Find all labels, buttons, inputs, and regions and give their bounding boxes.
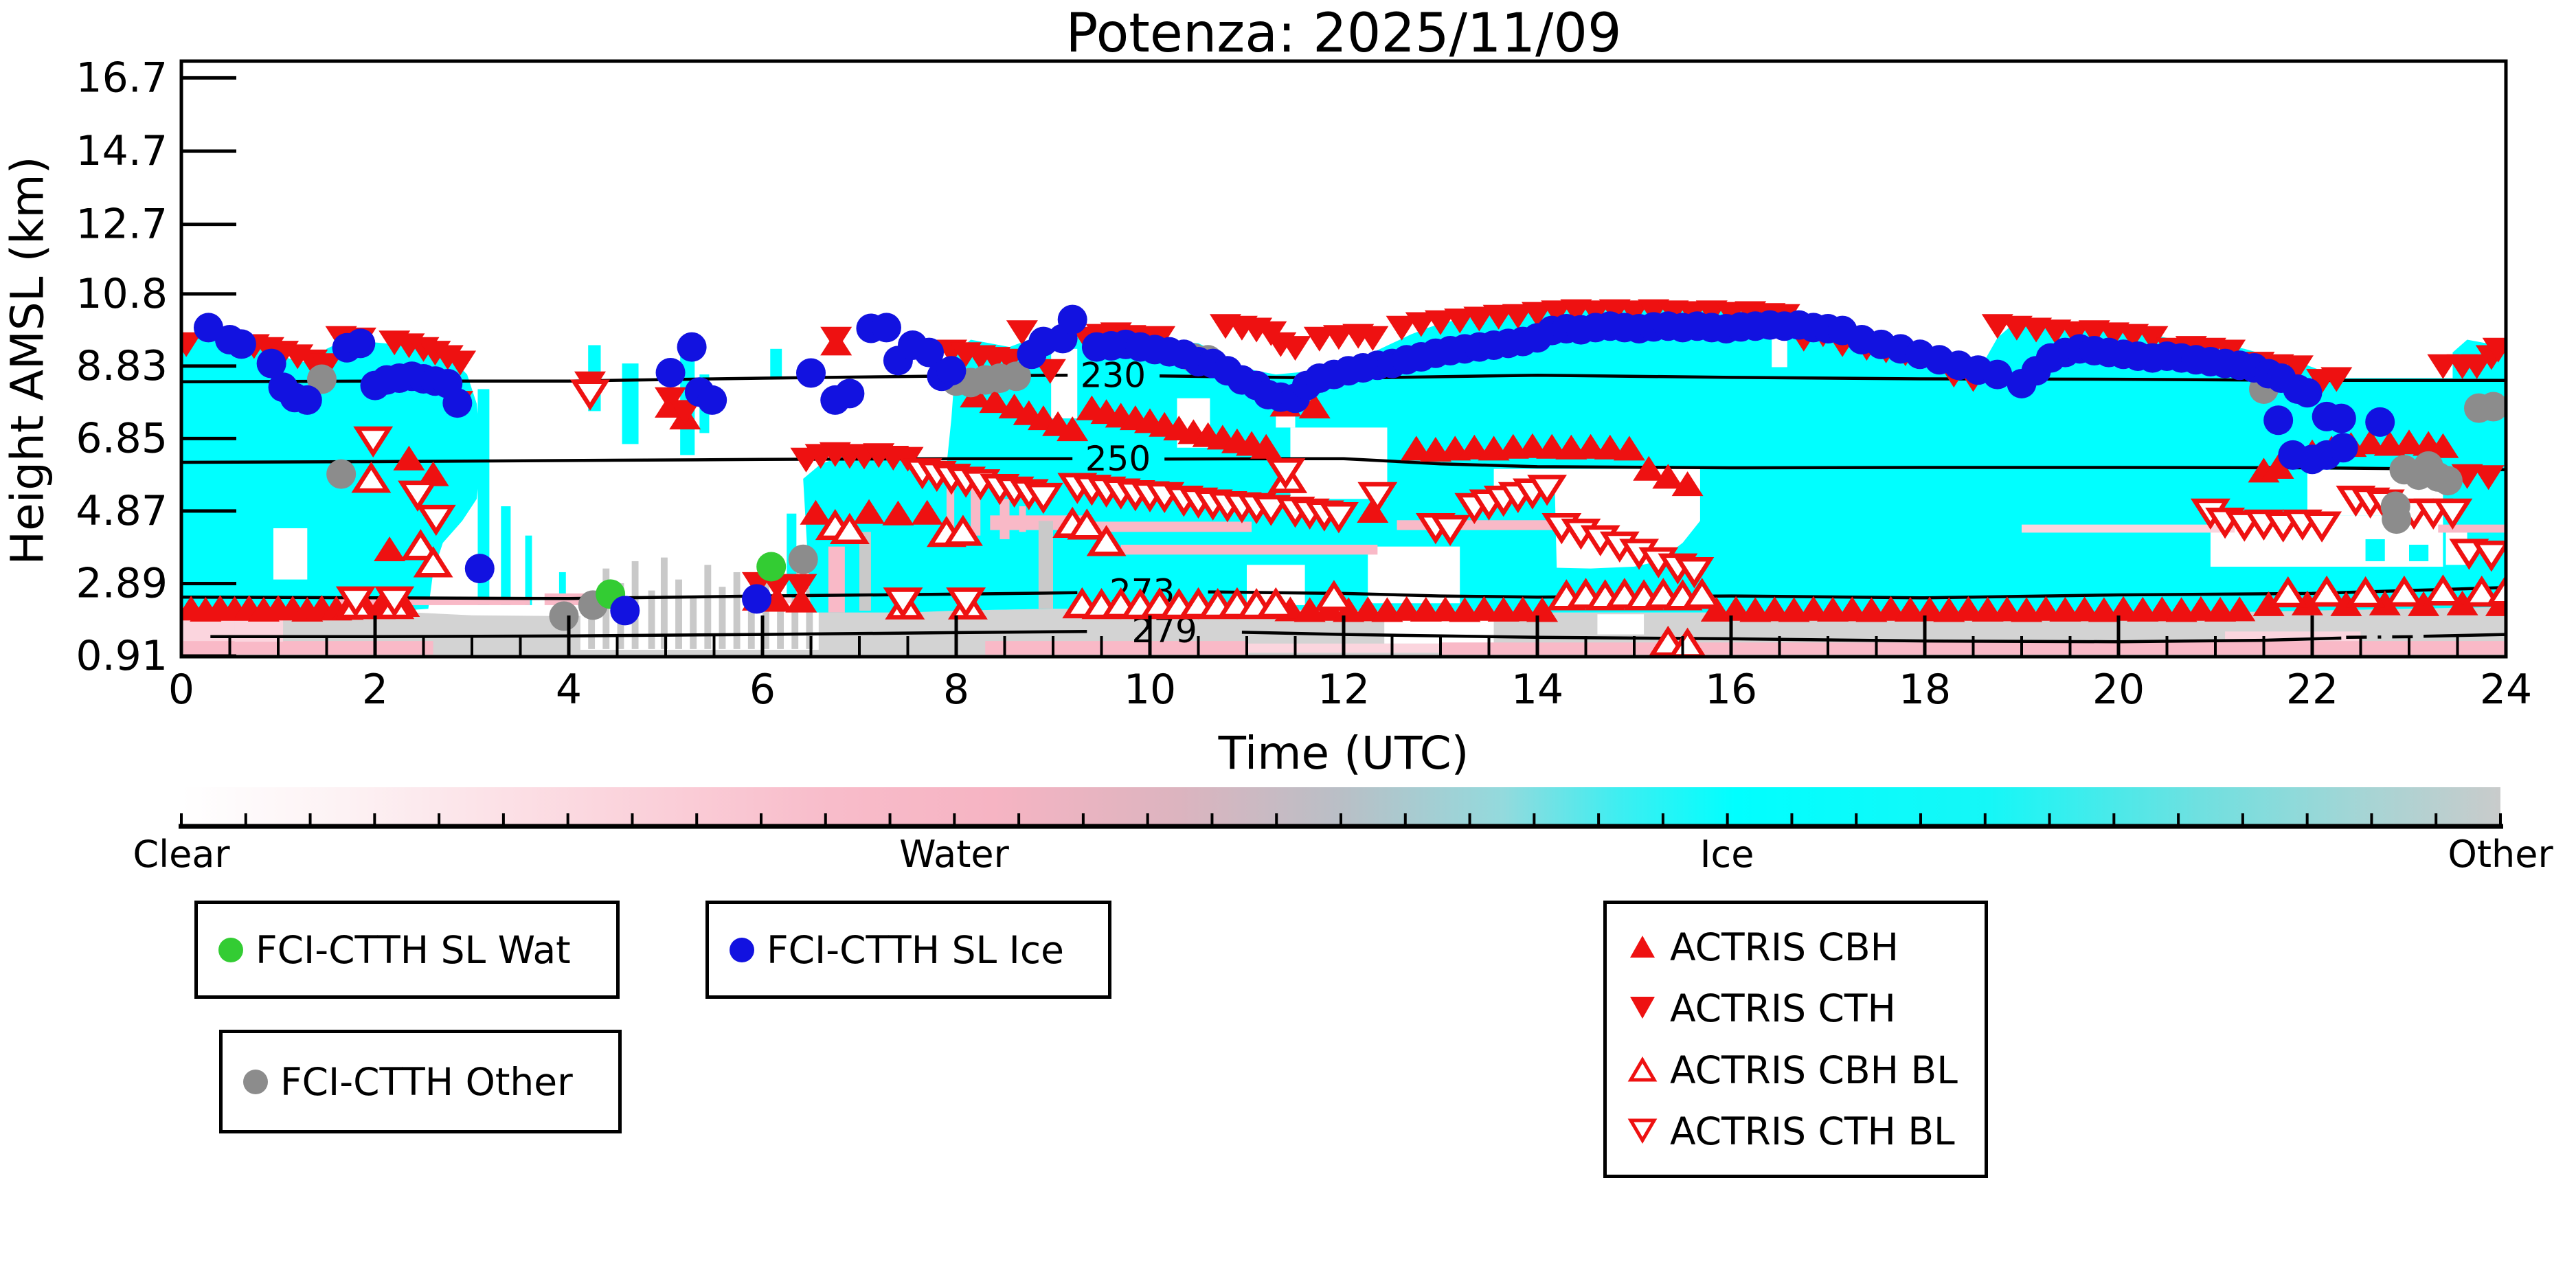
colorbar-label-other: Other — [2448, 833, 2553, 876]
svg-text:4.87: 4.87 — [76, 487, 168, 535]
legend-label-fci-other: FCI-CTTH Other — [280, 1059, 573, 1104]
open-up-triangle-icon — [1627, 1048, 1658, 1092]
svg-text:2.89: 2.89 — [76, 559, 168, 607]
colorbar-label-clear: Clear — [133, 833, 230, 876]
svg-text:6.85: 6.85 — [76, 414, 168, 462]
legend-label-actris-cth: ACTRIS CTH — [1670, 986, 1896, 1031]
svg-text:10: 10 — [1124, 666, 1176, 714]
svg-text:18: 18 — [1899, 666, 1951, 714]
svg-text:6: 6 — [749, 666, 776, 714]
svg-text:230: 230 — [1081, 356, 1146, 396]
svg-text:2: 2 — [362, 666, 388, 714]
svg-text:10.8: 10.8 — [76, 270, 168, 318]
legend-box-fci-wat: FCI-CTTH SL Wat — [194, 901, 620, 999]
chart-title: Potenza: 2025/11/09 — [1065, 3, 1622, 65]
legend-label-fci-sl-wat: FCI-CTTH SL Wat — [256, 927, 571, 972]
y-axis-label: Height AMSL (km) — [1, 156, 54, 565]
legend-box-fci-ice: FCI-CTTH SL Ice — [705, 901, 1111, 999]
legend-item-fci-sl-ice: FCI-CTTH SL Ice — [709, 928, 1108, 972]
svg-text:22: 22 — [2286, 666, 2338, 714]
filled-down-triangle-icon — [1627, 986, 1658, 1030]
colorbar-label-ice: Ice — [1699, 833, 1754, 876]
legend-item-fci-sl-wat: FCI-CTTH SL Wat — [198, 928, 616, 972]
legend-box-fci-other: FCI-CTTH Other — [219, 1030, 622, 1133]
blue-dot-icon — [730, 937, 754, 962]
legend-item-actris-cth: ACTRIS CTH — [1607, 986, 1985, 1030]
legend-item-actris-cbh: ACTRIS CBH — [1607, 925, 1985, 969]
legend-item-fci-other: FCI-CTTH Other — [223, 1060, 618, 1104]
legend-item-actris-cth-bl: ACTRIS CTH BL — [1607, 1109, 1985, 1153]
filled-up-triangle-icon — [1627, 925, 1658, 969]
x-axis-label: Time (UTC) — [1218, 727, 1469, 780]
gray-dot-icon — [243, 1069, 268, 1094]
open-down-triangle-icon — [1627, 1109, 1658, 1153]
legend-label-actris-cbh: ACTRIS CBH — [1670, 925, 1899, 970]
legend-label-fci-sl-ice: FCI-CTTH SL Ice — [767, 927, 1064, 972]
svg-text:0: 0 — [168, 666, 194, 714]
svg-text:24: 24 — [2480, 666, 2532, 714]
colorbar-label-water: Water — [899, 833, 1009, 876]
svg-text:250: 250 — [1085, 439, 1151, 479]
svg-text:14: 14 — [1511, 666, 1563, 714]
svg-text:16.7: 16.7 — [76, 54, 168, 102]
legend-item-actris-cbh-bl: ACTRIS CBH BL — [1607, 1048, 1985, 1092]
legend-box-actris: ACTRIS CBH ACTRIS CTH ACTRIS CBH BL ACTR… — [1603, 901, 1988, 1178]
svg-text:8: 8 — [943, 666, 969, 714]
legend-label-actris-cth-bl: ACTRIS CTH BL — [1670, 1109, 1955, 1153]
svg-text:14.7: 14.7 — [76, 127, 168, 175]
legend-label-actris-cbh-bl: ACTRIS CBH BL — [1670, 1048, 1958, 1092]
green-dot-icon — [218, 937, 243, 962]
svg-text:16: 16 — [1705, 666, 1757, 714]
svg-text:8.83: 8.83 — [76, 342, 168, 390]
svg-text:12.7: 12.7 — [76, 201, 168, 249]
svg-text:20: 20 — [2092, 666, 2145, 714]
svg-text:0.91: 0.91 — [76, 632, 168, 680]
svg-text:4: 4 — [556, 666, 582, 714]
svg-text:12: 12 — [1318, 666, 1370, 714]
